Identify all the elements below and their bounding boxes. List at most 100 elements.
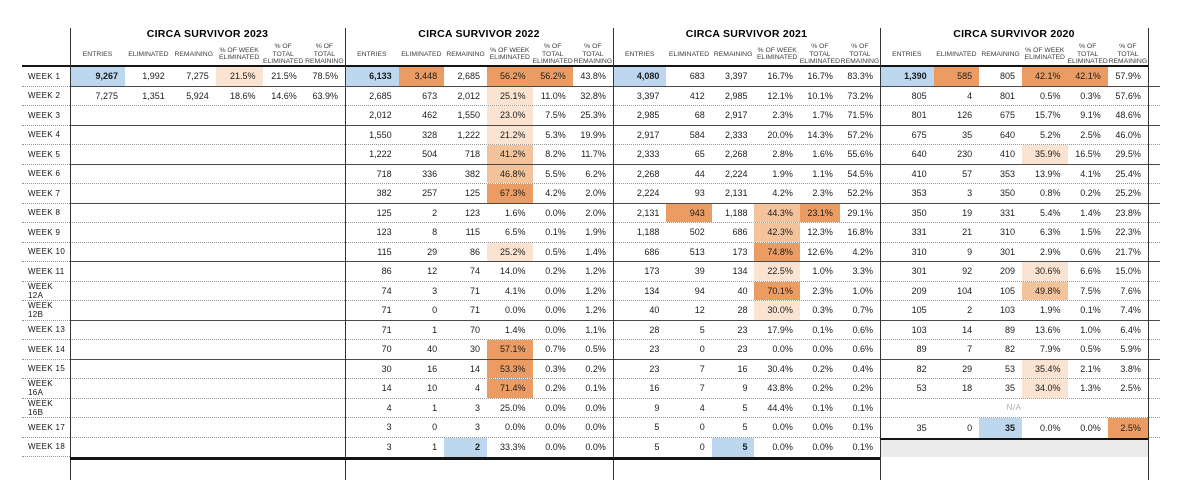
table-cell — [304, 418, 345, 437]
row-edge-extension — [1148, 204, 1160, 223]
table-cell: 14.6% — [271, 90, 297, 101]
table-cell: 25.2% — [1115, 188, 1141, 199]
table-cell: 115 — [465, 227, 481, 238]
table-cell: 2.5% — [1107, 418, 1148, 438]
table-cell: 30.0% — [754, 301, 800, 320]
table-cell: 2.8% — [772, 149, 793, 160]
table-cell: 55.6% — [847, 149, 873, 160]
table-cell — [172, 204, 216, 223]
table-cell — [304, 126, 345, 145]
section-title: CIRCA SURVIVOR 2023 — [146, 28, 269, 40]
table-cell: 410 — [911, 168, 927, 179]
table-cell: 0.3% — [812, 305, 833, 316]
table-cell: 209 — [911, 285, 927, 296]
table-cell: 1,992 — [142, 71, 165, 82]
table-cell — [172, 418, 216, 437]
table-cell: 54.5% — [847, 168, 873, 179]
row-edge-extension — [1148, 67, 1160, 87]
column-header: REMAINING — [981, 50, 1020, 58]
table-cell: 1.1% — [812, 168, 833, 179]
table-cell — [216, 399, 263, 418]
section-row: 125 2 123 1.6% 0.0% 2.0% — [345, 204, 613, 223]
column-header: REMAINING — [713, 50, 753, 58]
table-cell: 7.9% — [1040, 344, 1061, 355]
table-cell — [125, 184, 172, 203]
table-cell — [125, 204, 172, 223]
table-cell: 53 — [916, 383, 927, 394]
week-label: WEEK 4 — [22, 126, 70, 145]
table-cell: 43.8% — [580, 71, 606, 82]
table-cell: 89 — [916, 344, 927, 355]
table-row: WEEK 7 382 257 125 67.3% 4.2% 2.0% 2,224 93 2,131… — [22, 184, 1160, 204]
table-cell: 0.1% — [812, 402, 833, 413]
section-row: 70 40 30 57.1% 0.7% 0.5% — [345, 340, 613, 360]
table-cell: 70 — [381, 344, 392, 355]
table-cell: 21.2% — [487, 125, 533, 144]
section-row — [70, 379, 345, 399]
table-cell: 0.6% — [852, 324, 873, 335]
table-cell: 5 — [742, 422, 748, 433]
table-cell — [172, 360, 216, 379]
table-cell: 134 — [732, 266, 748, 277]
table-cell: 0.0% — [812, 422, 833, 433]
table-cell: 103 — [999, 305, 1016, 316]
section-row — [70, 204, 345, 223]
week-label: WEEK 12A — [22, 282, 70, 301]
table-cell: 1.4% — [505, 324, 526, 335]
table-cell: 123 — [376, 227, 392, 238]
table-cell: 5 — [699, 324, 705, 335]
table-cell: 7 — [967, 344, 973, 355]
column-header: ENTRIES — [624, 50, 655, 58]
table-cell: 7 — [699, 383, 705, 394]
table-cell: 2.3% — [812, 188, 833, 199]
unused-week-row — [880, 437, 1148, 457]
table-cell: 2 — [967, 305, 973, 316]
table-cell: 94 — [694, 285, 705, 296]
table-cell: 943 — [666, 203, 712, 222]
column-header: ELIMINATED — [401, 50, 442, 58]
table-cell — [304, 184, 345, 203]
section-row: 3,397 412 2,985 12.1% 10.1% 73.2% — [613, 87, 880, 106]
table-cell: 57.9% — [1115, 71, 1141, 82]
table-cell — [304, 204, 345, 223]
column-header: % OF TOTAL REMAINING — [305, 43, 344, 66]
table-cell: 2,268 — [636, 168, 660, 179]
table-cell: 16.8% — [847, 227, 873, 238]
table-cell: 35.9% — [1022, 145, 1068, 164]
section-header-2020: CIRCA SURVIVOR 2020 ENTRIES ELIMINATED REMA… — [880, 28, 1148, 65]
table-cell — [304, 321, 345, 340]
table-cell: 42.3% — [754, 223, 800, 242]
table-cell: 675 — [999, 110, 1016, 121]
section-row: 310 9 301 2.9% 0.6% 21.7% — [880, 243, 1148, 262]
table-cell: 6.3% — [1040, 227, 1061, 238]
table-cell: 2.3% — [812, 285, 833, 296]
table-cell: 46.0% — [1115, 129, 1141, 140]
table-cell: 1.4% — [585, 246, 606, 257]
table-cell: 0.2% — [812, 363, 833, 374]
section-row: 9,267 1,992 7,275 21.5% 21.5% 78.5% — [70, 67, 345, 87]
table-cell: 57.1% — [487, 340, 533, 359]
table-cell: 718 — [464, 149, 481, 160]
section-row: 801 126 675 15.7% 9.1% 48.6% — [880, 106, 1148, 126]
table-cell: 2,012 — [457, 90, 481, 101]
column-header-row: ENTRIES ELIMINATED REMAINING % OF WEEK ELIM… — [345, 43, 613, 66]
table-cell: 9 — [967, 246, 973, 257]
table-cell: 1.4% — [1080, 207, 1101, 218]
column-header: ELIMINATED — [936, 50, 977, 58]
table-cell: 1.2% — [585, 266, 606, 277]
table-cell: 65 — [694, 149, 705, 160]
row-edge-extension — [1148, 165, 1160, 184]
table-cell: 56.2% — [532, 67, 573, 86]
section-row: 9 4 5 44.4% 0.1% 0.1% — [613, 399, 880, 418]
table-cell — [304, 145, 345, 164]
section-row: 675 35 640 5.2% 2.5% 46.0% — [880, 126, 1148, 145]
table-cell: 1.2% — [585, 285, 606, 296]
section-row — [70, 438, 345, 458]
table-cell: 11.0% — [540, 90, 566, 101]
section-row: 718 336 382 46.8% 5.5% 6.2% — [345, 164, 613, 184]
table-cell: 12 — [427, 266, 438, 277]
week-label: WEEK 18 — [22, 438, 70, 457]
table-cell — [125, 126, 172, 145]
table-cell: 0.1% — [852, 422, 873, 433]
table-cell: 718 — [376, 168, 392, 179]
